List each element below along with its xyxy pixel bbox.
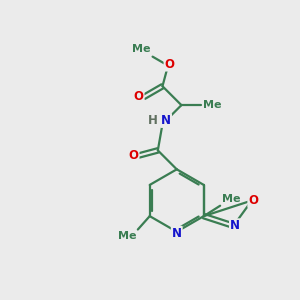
- Text: Me: Me: [203, 100, 221, 110]
- Text: O: O: [134, 90, 144, 104]
- Text: O: O: [248, 194, 258, 207]
- Text: O: O: [129, 149, 139, 162]
- Text: Me: Me: [222, 194, 240, 204]
- Text: O: O: [164, 58, 175, 70]
- Text: N: N: [172, 227, 182, 240]
- Text: N: N: [161, 114, 171, 127]
- Text: N: N: [230, 219, 240, 232]
- Text: H: H: [148, 114, 158, 127]
- Text: Me: Me: [118, 231, 136, 241]
- Text: Me: Me: [132, 44, 150, 54]
